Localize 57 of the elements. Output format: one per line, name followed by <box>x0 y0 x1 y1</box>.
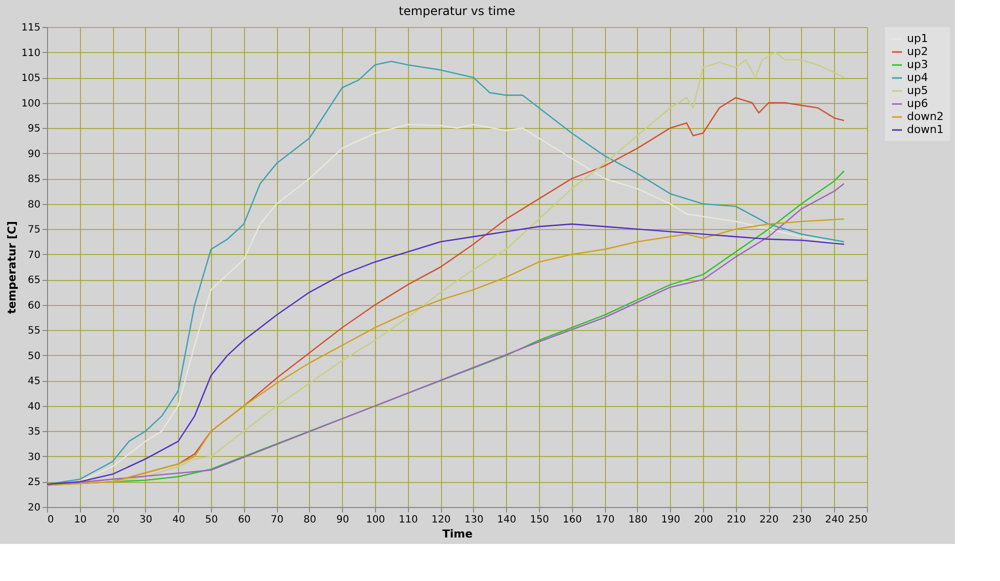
y-tick-label: 55 <box>28 326 40 337</box>
y-tick-label: 25 <box>28 477 40 488</box>
x-tick-label: 200 <box>694 514 714 526</box>
x-tick-label: 120 <box>432 514 451 526</box>
x-tick-label: 30 <box>140 514 152 526</box>
y-tick-label: 105 <box>21 73 40 84</box>
legend-label: up2 <box>907 45 928 58</box>
x-tick-label: 160 <box>562 514 582 526</box>
x-tick-label: 210 <box>726 514 746 526</box>
x-tick-label: 150 <box>530 514 550 526</box>
x-tick-label: 110 <box>398 514 418 526</box>
x-tick-label: 70 <box>270 514 284 526</box>
x-tick-label: 180 <box>628 514 648 526</box>
legend-label: up6 <box>907 97 928 110</box>
x-tick-label: 20 <box>106 514 120 526</box>
y-tick-label: 115 <box>21 22 40 34</box>
y-tick-label: 45 <box>28 376 40 388</box>
y-tick-label: 70 <box>28 250 40 261</box>
y-tick-label: 85 <box>28 174 40 186</box>
y-tick-label: 40 <box>28 401 40 412</box>
x-tick-label: 220 <box>760 514 779 526</box>
y-tick-label: 90 <box>28 148 40 160</box>
x-tick-label: 190 <box>661 514 680 526</box>
x-tick-label: 170 <box>596 514 615 526</box>
x-tick-label: 40 <box>172 514 186 526</box>
legend-label: down1 <box>907 123 944 136</box>
y-tick-label: 95 <box>28 124 40 135</box>
legend-label: down2 <box>907 110 944 123</box>
y-tick-label: 35 <box>28 426 40 438</box>
y-tick-label: 100 <box>21 98 40 110</box>
y-tick-label: 20 <box>28 502 40 514</box>
x-tick-label: 240 <box>825 514 844 526</box>
legend-label: up5 <box>907 84 928 97</box>
x-tick-label: 230 <box>792 514 812 526</box>
y-tick-label: 65 <box>28 275 40 286</box>
y-tick-label: 80 <box>28 199 40 210</box>
x-tick-label: 50 <box>205 514 218 526</box>
legend-label: up4 <box>907 71 928 84</box>
legend-label: up1 <box>907 32 928 45</box>
x-tick-label: 130 <box>464 514 484 526</box>
y-axis-title: temperatur [C] <box>5 221 18 314</box>
y-tick-label: 60 <box>28 300 40 312</box>
y-tick-label: 50 <box>28 350 40 362</box>
x-tick-label: 140 <box>497 514 516 526</box>
x-tick-label: 80 <box>304 514 316 526</box>
x-tick-label: 90 <box>336 514 350 526</box>
chart-title: temperatur vs time <box>398 4 516 18</box>
x-tick-label: 100 <box>366 514 386 526</box>
legend-label: up3 <box>907 58 928 71</box>
x-tick-label: 60 <box>238 514 251 526</box>
x-tick-label: 0 <box>48 514 54 526</box>
x-tick-label: 10 <box>74 514 87 526</box>
x-tick-label: 250 <box>848 514 868 526</box>
y-tick-label: 30 <box>28 452 40 463</box>
y-tick-label: 110 <box>21 48 40 59</box>
y-tick-label: 75 <box>28 224 40 236</box>
x-axis-title: Time <box>442 528 473 540</box>
